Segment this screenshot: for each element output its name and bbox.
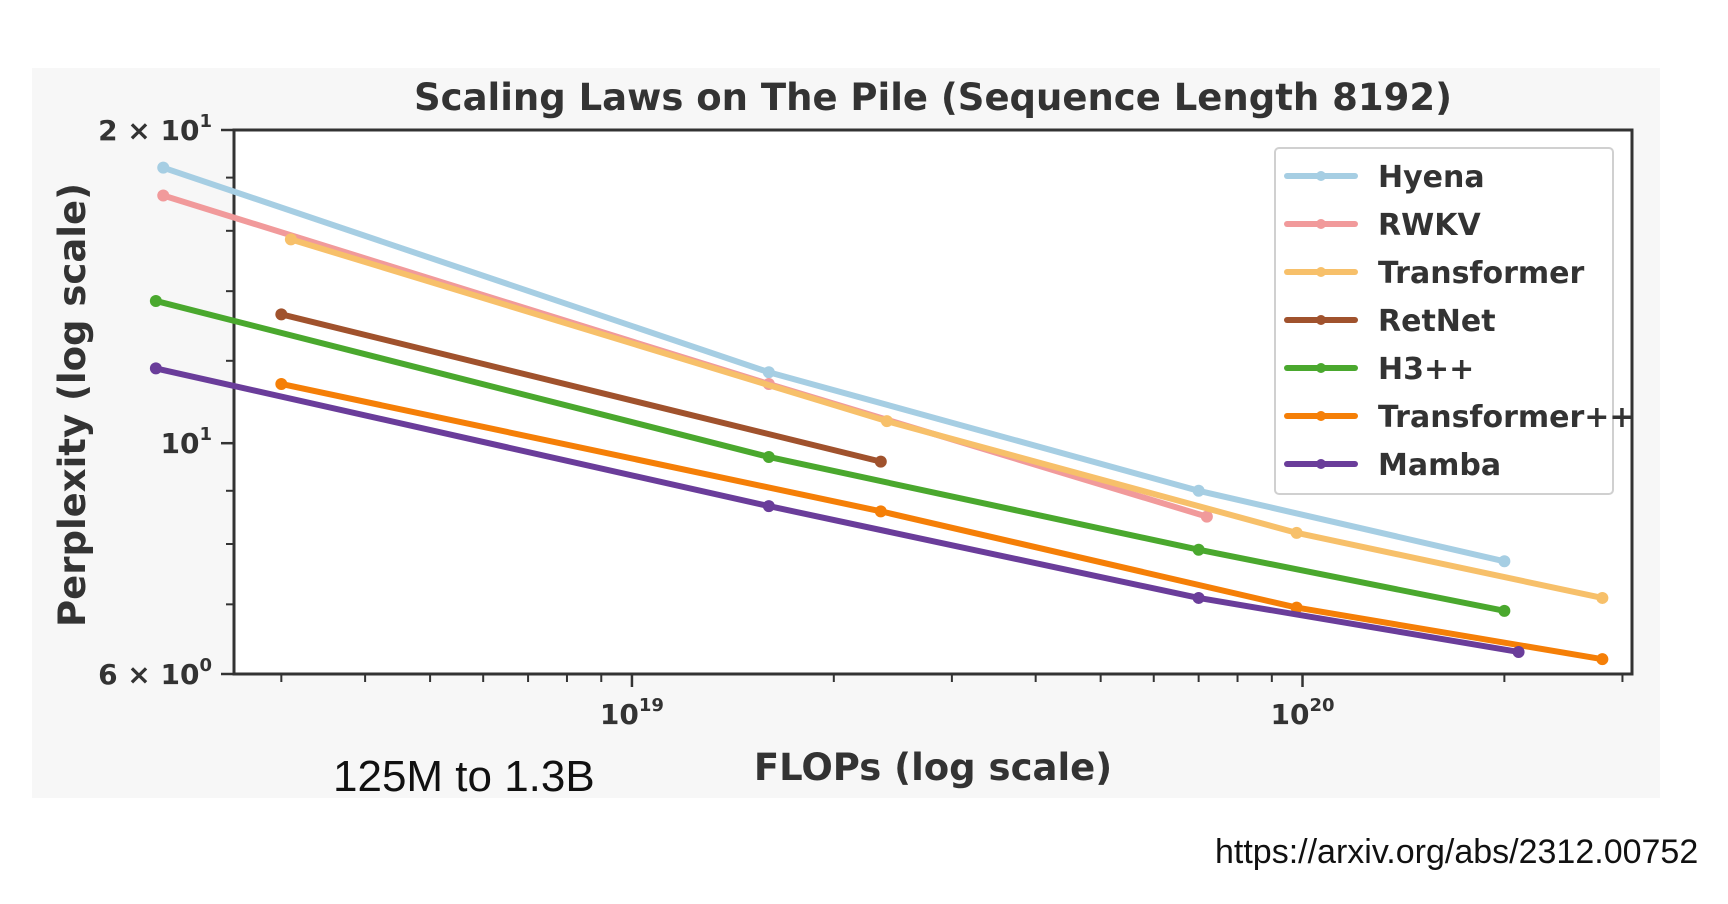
legend-label-retnet: RetNet xyxy=(1378,304,1496,339)
legend-label-mamba: Mamba xyxy=(1378,448,1501,483)
legend-label-hyena: Hyena xyxy=(1378,160,1485,195)
data-point-mamba xyxy=(1512,645,1525,658)
x-tick-label: 1019 xyxy=(600,695,664,731)
data-point-transformerpp xyxy=(874,505,887,518)
data-point-mamba xyxy=(1192,591,1205,604)
data-point-retnet xyxy=(275,308,288,321)
data-point-transformerpp xyxy=(275,377,288,390)
series-mamba xyxy=(149,362,1525,658)
legend-label-transformer: Transformer xyxy=(1378,256,1584,291)
legend-marker-mamba xyxy=(1316,459,1326,469)
y-tick-label: 101 xyxy=(161,424,213,460)
caption: 125M to 1.3B xyxy=(333,752,595,801)
series-line-mamba xyxy=(152,365,1522,655)
data-point-transformerpp xyxy=(1290,601,1303,614)
y-axis-label: Perplexity (log scale) xyxy=(51,183,94,627)
legend-box xyxy=(1274,147,1614,495)
data-point-hyena xyxy=(1192,484,1205,497)
legend-marker-transformer xyxy=(1316,267,1326,277)
legend-label-h3pp: H3++ xyxy=(1378,352,1474,387)
series-transformer xyxy=(284,233,1609,604)
legend-marker-h3pp xyxy=(1316,363,1326,373)
data-point-hyena xyxy=(1498,555,1511,568)
data-point-rwkv xyxy=(157,189,170,202)
data-point-h3pp xyxy=(762,450,775,463)
legend-label-rwkv: RWKV xyxy=(1378,208,1481,243)
legend-marker-hyena xyxy=(1316,171,1326,181)
series-line-transformer xyxy=(287,236,1606,601)
data-point-h3pp xyxy=(1498,604,1511,617)
data-point-rwkv xyxy=(1200,510,1213,523)
data-point-hyena xyxy=(157,161,170,174)
data-point-transformer xyxy=(1290,526,1303,539)
data-point-hyena xyxy=(762,366,775,379)
data-point-transformer xyxy=(880,415,893,428)
y-tick-label: 2 × 101 xyxy=(98,111,212,147)
legend-label-transformerpp: Transformer++ xyxy=(1378,400,1635,435)
legend-marker-rwkv xyxy=(1316,219,1326,229)
legend-marker-transformerpp xyxy=(1316,411,1326,421)
data-point-h3pp xyxy=(149,294,162,307)
series-line-retnet xyxy=(278,311,884,465)
series-h3pp xyxy=(149,294,1511,617)
data-point-retnet xyxy=(874,455,887,468)
y-tick-label: 6 × 100 xyxy=(98,655,212,691)
data-point-mamba xyxy=(762,500,775,513)
legend-marker-retnet xyxy=(1316,315,1326,325)
data-point-transformer xyxy=(284,233,297,246)
data-point-transformer xyxy=(1596,591,1609,604)
series-line-h3pp xyxy=(152,297,1508,614)
series-transformerpp xyxy=(275,377,1609,666)
data-point-transformerpp xyxy=(1596,653,1609,666)
series-line-hyena xyxy=(160,164,1508,565)
series-retnet xyxy=(275,308,887,468)
data-point-mamba xyxy=(149,362,162,375)
x-axis-label: FLOPs (log scale) xyxy=(754,746,1112,789)
source-url[interactable]: https://arxiv.org/abs/2312.00752 xyxy=(1215,833,1699,871)
legend: Hyena RWKV Transformer RetNet H3++ Transforme… xyxy=(1274,147,1635,495)
series-lines xyxy=(149,161,1609,666)
chart-title: Scaling Laws on The Pile (Sequence Lengt… xyxy=(414,76,1452,119)
series-hyena xyxy=(157,161,1511,568)
data-point-h3pp xyxy=(1192,543,1205,556)
series-line-transformerpp xyxy=(278,380,1606,663)
x-tick-label: 1020 xyxy=(1270,695,1334,731)
